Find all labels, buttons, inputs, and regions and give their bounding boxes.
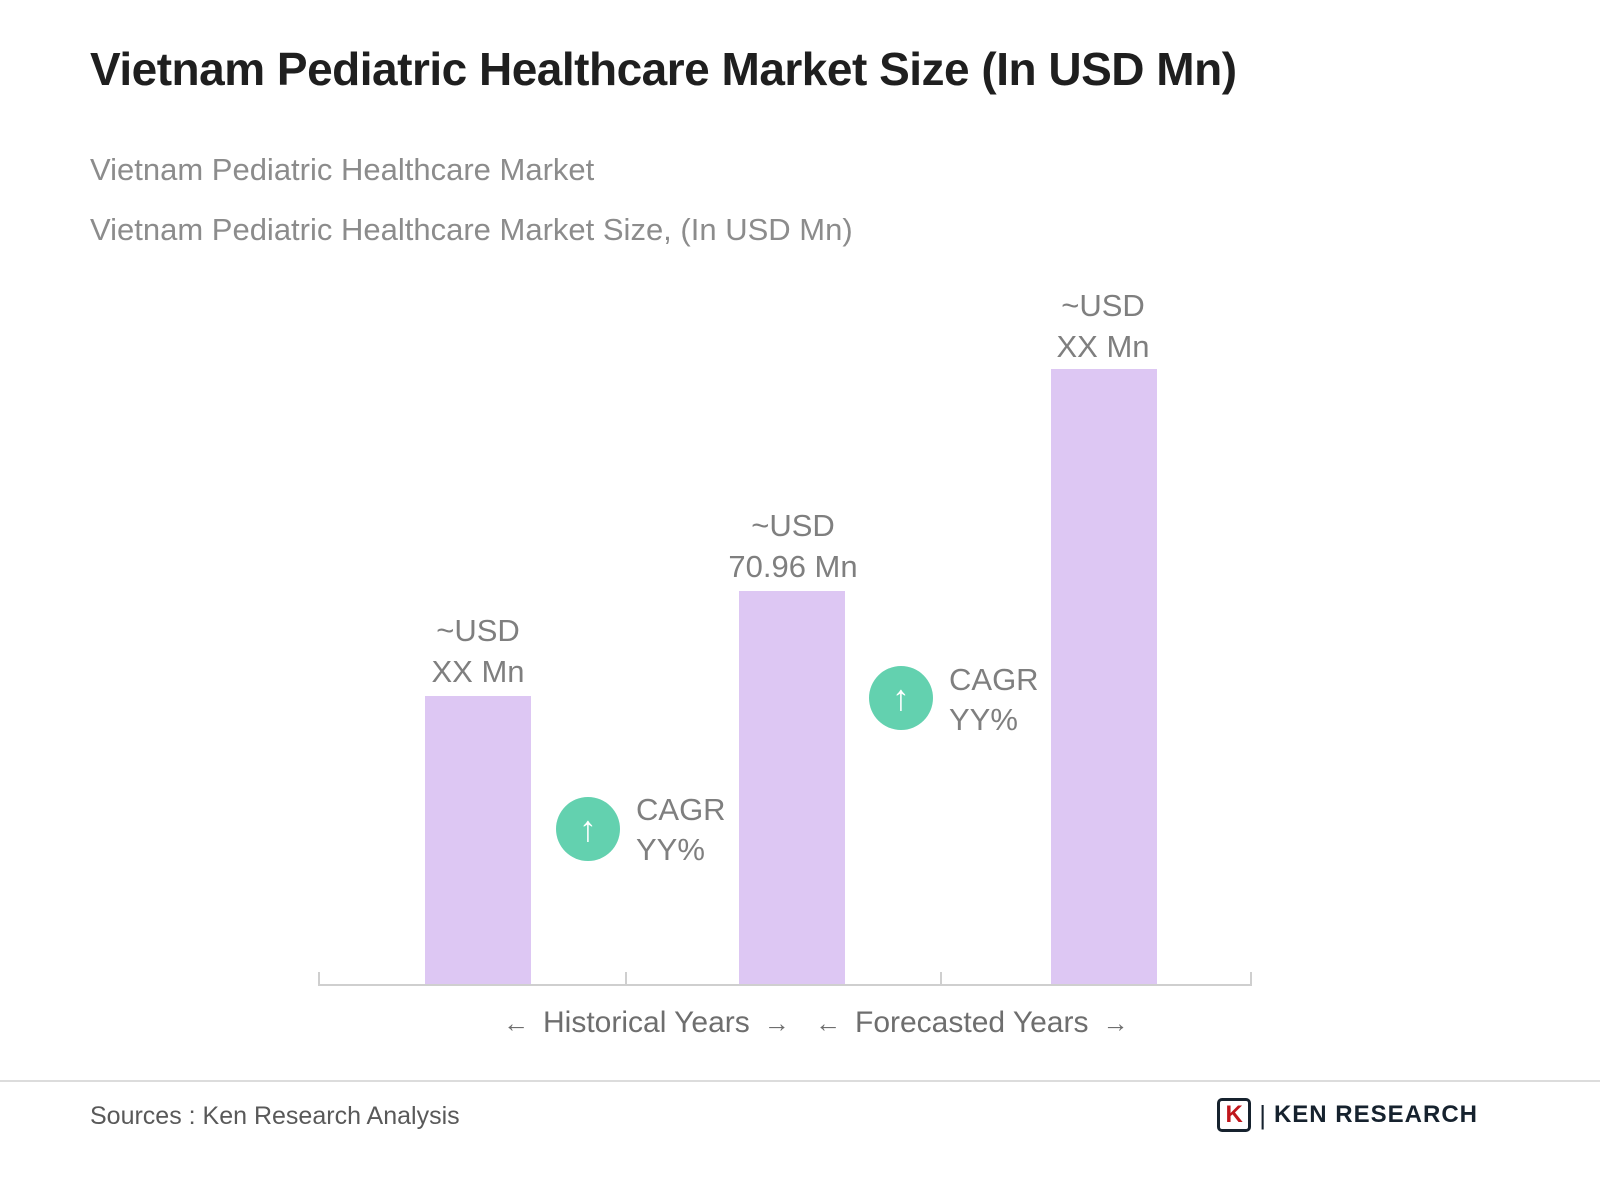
bar-forecast [1051,369,1157,984]
axis-tick [940,972,942,986]
bar-1-label-line2: XX Mn [431,654,525,689]
chart-subtitle-1: Vietnam Pediatric Healthcare Market [90,152,595,187]
cagr-badge-1: ↑ [556,797,620,861]
right-arrow-icon: → [1102,1007,1129,1038]
x-axis-line [318,984,1252,986]
logo-separator: | [1259,1099,1266,1130]
axis-tick [318,972,320,986]
logo-wordmark: KEN RESEARCH [1273,1101,1478,1128]
bar-3-label-line1: ~USD [1061,288,1145,323]
chart-subtitle-2: Vietnam Pediatric Healthcare Market Size… [90,212,853,247]
right-arrow-icon: → [763,1007,790,1038]
cagr-2-line1: CAGR [949,662,1039,697]
group-label-text: Historical Years [543,1006,750,1039]
up-arrow-icon: ↑ [579,808,597,849]
cagr-1-line1: CAGR [636,792,726,827]
bar-1-label-line1: ~USD [436,613,520,648]
axis-tick [1250,972,1252,986]
page-title: Vietnam Pediatric Healthcare Market Size… [90,43,1237,95]
left-arrow-icon: ← [815,1007,841,1038]
bar-3-label-line2: XX Mn [1056,329,1150,364]
axis-tick [625,972,627,986]
cagr-text-2: CAGR YY% [949,660,1039,740]
x-group-label-forecasted: ← Forecasted Years → [815,1006,1128,1040]
source-note: Sources : Ken Research Analysis [90,1102,460,1130]
ken-research-logo: K | KEN RESEARCH [1217,1098,1478,1132]
group-label-text: Forecasted Years [855,1006,1089,1039]
cagr-1-line2: YY% [636,832,705,867]
bar-3-value-label: ~USD XX Mn [1020,285,1186,367]
logo-letter: K [1225,1101,1243,1128]
x-group-label-historical: ← Historical Years → [503,1006,790,1040]
cagr-text-1: CAGR YY% [636,790,726,870]
cagr-2-line2: YY% [949,702,1018,737]
bar-historical [425,696,531,984]
bar-2-label-line2: 70.96 Mn [728,549,858,584]
left-arrow-icon: ← [503,1007,529,1038]
logo-icon: K [1217,1098,1252,1132]
cagr-badge-2: ↑ [869,666,933,730]
bar-2-value-label: ~USD 70.96 Mn [705,505,881,587]
bar-2-label-line1: ~USD [751,508,835,543]
up-arrow-icon: ↑ [892,677,910,718]
bar-1-value-label: ~USD XX Mn [395,610,561,692]
bar-base-year [739,591,845,984]
footer-divider [0,1080,1600,1082]
